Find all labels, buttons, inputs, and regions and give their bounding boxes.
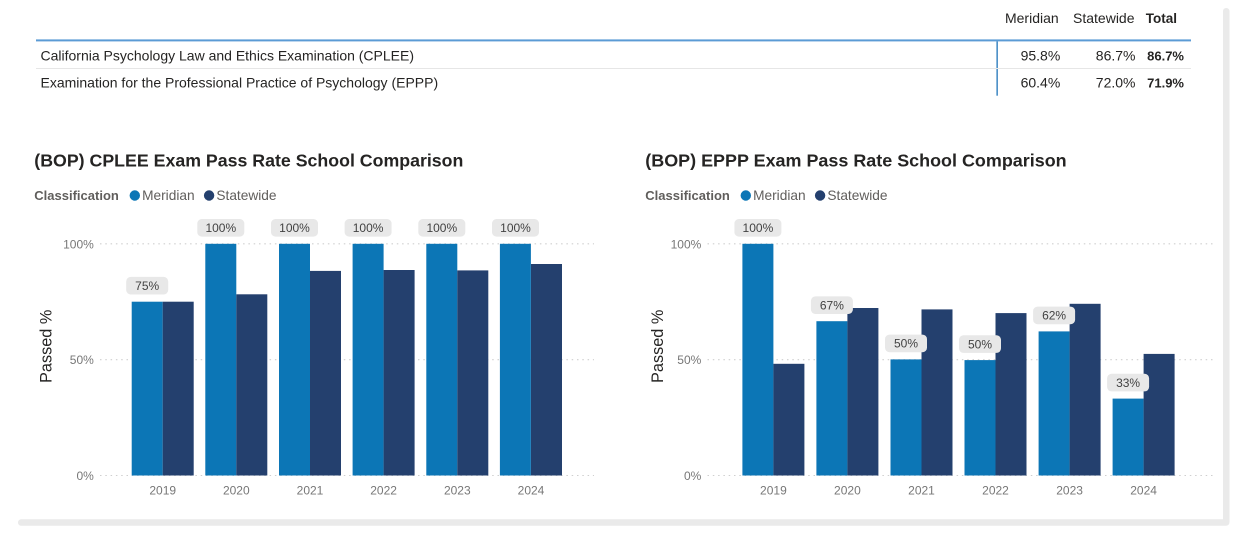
svg-text:Passed %: Passed %: [37, 310, 55, 383]
svg-text:Meridian: Meridian: [1005, 10, 1059, 26]
svg-text:2023: 2023: [1056, 484, 1083, 498]
svg-text:50%: 50%: [677, 353, 701, 367]
svg-text:50%: 50%: [968, 337, 992, 351]
svg-text:Statewide: Statewide: [216, 188, 276, 203]
svg-text:(BOP) EPPP Exam Pass Rate Scho: (BOP) EPPP Exam Pass Rate School Compari…: [645, 151, 1066, 171]
svg-text:Statewide: Statewide: [827, 188, 887, 203]
svg-text:Total: Total: [1146, 11, 1177, 26]
svg-text:2021: 2021: [297, 484, 324, 498]
svg-text:62%: 62%: [1042, 309, 1066, 323]
svg-text:Meridian: Meridian: [142, 188, 195, 203]
svg-text:Passed %: Passed %: [649, 310, 667, 383]
svg-text:75%: 75%: [135, 279, 159, 293]
svg-text:2024: 2024: [518, 484, 545, 498]
svg-text:95.8%: 95.8%: [1021, 48, 1061, 64]
svg-text:2019: 2019: [149, 484, 176, 498]
svg-text:100%: 100%: [671, 237, 702, 251]
svg-text:Classification: Classification: [645, 188, 730, 203]
svg-text:50%: 50%: [70, 353, 94, 367]
svg-text:2020: 2020: [223, 484, 250, 498]
svg-text:0%: 0%: [684, 469, 702, 483]
svg-text:100%: 100%: [426, 221, 457, 235]
svg-text:Meridian: Meridian: [753, 188, 806, 203]
svg-text:50%: 50%: [894, 337, 918, 351]
svg-text:2022: 2022: [370, 484, 397, 498]
svg-text:100%: 100%: [500, 221, 531, 235]
svg-text:100%: 100%: [205, 221, 236, 235]
svg-text:Statewide: Statewide: [1073, 10, 1135, 26]
svg-text:2022: 2022: [982, 484, 1009, 498]
svg-text:2024: 2024: [1130, 484, 1157, 498]
svg-text:2020: 2020: [834, 484, 861, 498]
svg-text:2019: 2019: [760, 484, 787, 498]
svg-text:67%: 67%: [820, 299, 844, 313]
svg-text:Examination for the Profession: Examination for the Professional Practic…: [41, 74, 439, 90]
svg-text:71.9%: 71.9%: [1147, 75, 1184, 90]
svg-text:86.7%: 86.7%: [1147, 49, 1184, 64]
svg-text:100%: 100%: [63, 237, 94, 251]
svg-text:86.7%: 86.7%: [1096, 48, 1136, 64]
svg-text:2023: 2023: [444, 484, 471, 498]
svg-text:60.4%: 60.4%: [1021, 74, 1061, 90]
svg-text:(BOP) CPLEE Exam Pass Rate Sch: (BOP) CPLEE Exam Pass Rate School Compar…: [34, 151, 463, 171]
svg-text:Classification: Classification: [34, 188, 119, 203]
svg-text:California Psychology Law and: California Psychology Law and Ethics Exa…: [41, 48, 415, 64]
svg-text:100%: 100%: [279, 221, 310, 235]
svg-text:100%: 100%: [353, 221, 384, 235]
svg-text:72.0%: 72.0%: [1096, 74, 1136, 90]
svg-text:0%: 0%: [76, 469, 94, 483]
svg-text:33%: 33%: [1116, 376, 1140, 390]
svg-text:2021: 2021: [908, 484, 935, 498]
svg-text:100%: 100%: [743, 221, 774, 235]
